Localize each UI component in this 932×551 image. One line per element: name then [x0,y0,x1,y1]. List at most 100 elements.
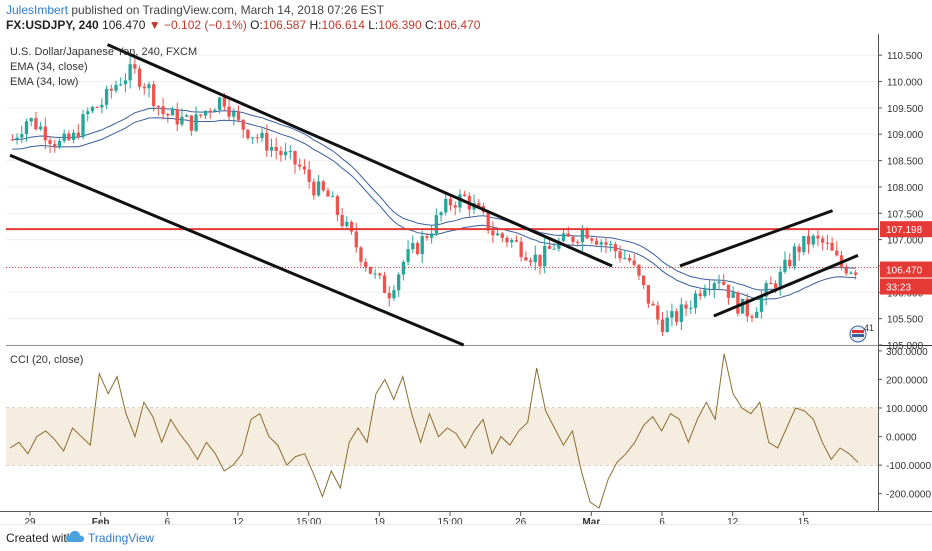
high-label: H: [309,18,322,32]
low-label: L: [368,18,379,32]
time-axis[interactable]: 29 Feb 6 12 15:00 19 15:00 26 Mar 6 12 15 [24,512,809,528]
trendline [106,43,613,268]
candle-body [637,264,641,276]
candle-body [175,109,179,125]
price-tick-label: 105.000 [887,341,924,352]
candle-body [764,283,768,297]
time-tick-label: 12 [727,517,739,524]
candle-body [415,243,420,255]
close-label: C: [425,18,437,32]
close-value: 106.470 [437,18,481,32]
high-value: 106.614 [321,18,365,32]
candle-body [693,293,698,308]
candle-body [844,266,848,274]
time-tick-label: Feb [92,517,110,524]
candle-body [185,115,189,117]
candle-body [142,86,146,89]
footer: Created with TradingView [0,524,932,551]
candle-body [109,88,113,91]
symbol-label[interactable]: FX:USDJPY, 240 [6,18,99,32]
candle-body [576,241,580,243]
cci-tick-label: 200.0000 [886,375,928,386]
last-value: 106.470 [102,18,146,32]
candle-body [194,114,198,131]
candle-body [293,151,297,165]
candle-body [246,129,250,139]
candle-body [538,254,542,267]
candle-body [161,106,165,115]
time-tick-label: 6 [165,517,171,524]
legend-cci: CCI (20, close) [10,354,84,366]
ema-lines [12,107,856,301]
candle-body [156,106,161,108]
trendlines[interactable] [6,43,878,347]
candle-body [406,249,410,262]
candle-body [20,134,24,138]
candle-body [298,164,302,167]
candle-body [830,242,834,251]
author-link[interactable]: JulesImbert [6,3,69,17]
candle-body [580,229,585,243]
candle-body [274,146,278,151]
candle-body [10,139,15,141]
price-tick-label: 110.500 [887,51,923,62]
candle-body [557,240,561,249]
price-tick-label: 108.000 [887,183,924,194]
cci-tick-label: 100.0000 [886,404,928,415]
candle-body [81,114,85,138]
candle-body [670,311,674,318]
time-tick-label: 12 [232,517,244,524]
chart-header: JulesImbert published on TradingView.com… [0,0,932,34]
chart-area[interactable]: 110.500 110.000 109.500 109.000 108.500 108.0… [0,34,932,528]
candles [10,55,858,336]
candle-body [71,132,76,140]
cci-tick-label: -100.0000 [886,461,931,472]
price-tick-label: 110.000 [887,78,923,89]
candle-body [707,289,712,291]
candle-body [745,298,749,317]
candle-body [208,110,212,112]
candle-body [331,196,335,198]
price-tick-label: 107.000 [887,236,924,247]
candle-body [203,110,208,116]
candle-body [180,116,184,125]
candle-body [166,114,170,116]
candle-body [260,132,264,139]
cci-line [9,353,859,509]
candle-body [241,119,245,130]
candle-body [632,260,636,265]
candle-body [552,248,556,250]
candle-body [736,292,740,314]
candle-body [283,151,288,156]
candle-body [232,111,236,117]
candle-body [170,109,175,116]
candle-body [528,260,533,263]
candle-body [811,235,815,245]
legend-title: U.S. Dollar/Japanese Yen, 240, FXCM [10,46,198,58]
candle-body [806,235,811,245]
change-value: −0.102 (−0.1%) [164,18,247,32]
candle-body [373,273,377,275]
legend-ema-low: EMA (34, low) [10,76,79,88]
chart-svg[interactable]: 110.500 110.000 109.500 109.000 108.500 108.0… [0,34,932,528]
price-tick-label: 109.500 [887,104,924,115]
cci-tick-label: -200.0000 [886,490,931,501]
candle-body [613,244,618,252]
low-value: 106.390 [378,18,422,32]
candle-body [627,257,632,261]
time-tick-label: Mar [582,517,600,524]
candle-body [217,97,222,110]
candle-body [114,84,118,91]
candle-body [755,311,759,318]
tradingview-brand[interactable]: TradingView [88,531,155,545]
candle-body [307,169,311,182]
candle-body [279,150,283,156]
candle-body [152,84,156,107]
candle-body [364,261,368,267]
created-with-label: Created with [6,531,74,545]
candle-body [340,214,344,227]
candle-body [679,304,683,322]
candle-body [236,111,241,120]
candle-body [590,238,594,241]
candle-body [439,212,443,216]
